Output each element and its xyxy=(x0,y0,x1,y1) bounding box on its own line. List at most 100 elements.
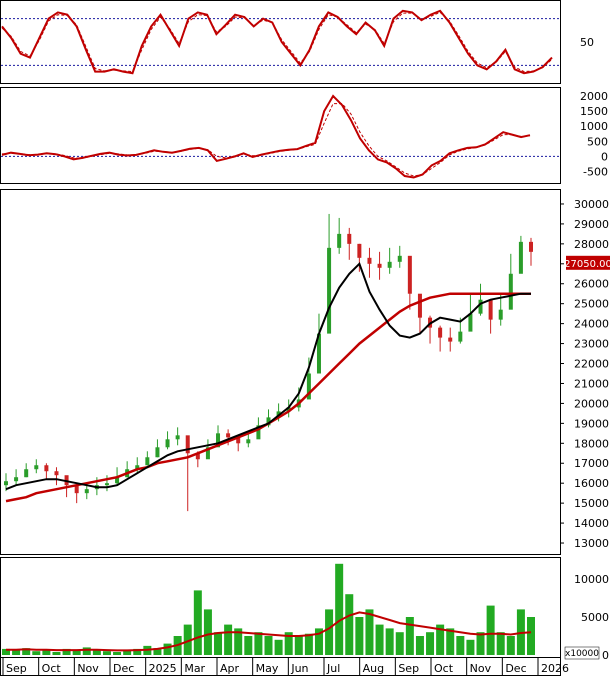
candle-body-5 xyxy=(54,471,59,476)
volume-bar-31 xyxy=(314,628,323,655)
price-tick-1: 29000 xyxy=(574,218,609,231)
candle-body-4 xyxy=(44,465,49,472)
volume-bar-7 xyxy=(72,650,81,655)
candle-body-30 xyxy=(306,373,311,400)
candle-body-51 xyxy=(518,241,523,274)
price-ma-long xyxy=(5,292,531,503)
volume-bar-24 xyxy=(244,636,253,655)
candle-body-13 xyxy=(135,465,140,470)
price-ma-short xyxy=(5,261,531,491)
volume-bar-22 xyxy=(224,624,233,655)
x-tick-11: Sep xyxy=(398,662,419,675)
volume-bar-33 xyxy=(335,563,344,655)
candle-body-23 xyxy=(236,437,241,444)
candle-body-36 xyxy=(367,257,372,264)
volume-bar-49 xyxy=(496,632,505,655)
volume-bar-16 xyxy=(163,643,172,655)
candle-body-2 xyxy=(24,469,29,478)
volume-bar-3 xyxy=(32,651,41,655)
volume-bar-50 xyxy=(506,636,515,655)
price-panel xyxy=(0,189,561,555)
volume-bar-27 xyxy=(274,639,283,655)
momentum-series-1 xyxy=(1,103,531,177)
candle-body-19 xyxy=(195,453,200,460)
volume-bar-36 xyxy=(365,609,374,655)
price-tick-0: 30000 xyxy=(574,198,609,211)
price-tick-5: 25000 xyxy=(574,298,609,311)
candle-body-41 xyxy=(417,293,422,318)
volume-bar-5 xyxy=(52,651,61,655)
volume-bar-25 xyxy=(254,632,263,655)
last-price-tag xyxy=(566,255,610,270)
x-tick-12: Oct xyxy=(434,662,454,675)
volume-bar-8 xyxy=(82,647,91,655)
volume-bar-44 xyxy=(446,628,455,655)
volume-bar-21 xyxy=(214,632,223,655)
candle-body-31 xyxy=(316,333,321,374)
x-tick-13: Nov xyxy=(470,662,492,675)
candle-body-39 xyxy=(397,255,402,262)
candle-body-49 xyxy=(498,309,503,320)
volume-bar-35 xyxy=(355,617,364,655)
candle-body-37 xyxy=(377,263,382,268)
volume-bar-4 xyxy=(42,649,51,655)
momentum-tick-3: 500 xyxy=(587,135,608,148)
candle-body-38 xyxy=(387,261,392,268)
volume-bar-29 xyxy=(294,636,303,655)
volume-bar-1 xyxy=(12,650,21,655)
volume-bar-52 xyxy=(527,617,535,655)
price-tick-4: 26000 xyxy=(574,278,609,291)
volume-bar-37 xyxy=(375,624,384,655)
price-tick-13: 17000 xyxy=(574,457,609,470)
volume-bar-23 xyxy=(234,628,243,655)
candle-body-20 xyxy=(205,447,210,460)
candle-body-1 xyxy=(14,477,19,482)
x-tick-3: Dec xyxy=(113,662,134,675)
candle-body-14 xyxy=(145,457,150,466)
momentum-panel xyxy=(0,87,561,184)
volume-bar-34 xyxy=(345,594,354,655)
candle-body-35 xyxy=(357,243,362,258)
volume-bar-30 xyxy=(304,633,313,655)
candle-body-45 xyxy=(458,331,463,342)
candle-body-3 xyxy=(34,465,39,470)
last-price-label: 27050.00 xyxy=(564,259,611,270)
volume-tick-2: 0 xyxy=(602,649,609,662)
candle-body-15 xyxy=(155,447,160,458)
price-tick-6: 24000 xyxy=(574,318,609,331)
volume-bar-38 xyxy=(385,628,394,655)
candle-body-16 xyxy=(165,439,170,448)
candle-body-47 xyxy=(478,299,483,314)
candle-body-25 xyxy=(256,425,261,440)
volume-bar-42 xyxy=(426,632,435,655)
price-tick-8: 22000 xyxy=(574,358,609,371)
candle-body-43 xyxy=(438,327,443,338)
volume-bar-13 xyxy=(133,648,142,655)
momentum-tick-5: -500 xyxy=(583,165,608,178)
candle-body-34 xyxy=(347,233,352,244)
candle-body-46 xyxy=(468,313,473,332)
x-tick-14: Dec xyxy=(505,662,526,675)
x-tick-5: Mar xyxy=(184,662,205,675)
oscillator-panel xyxy=(0,0,561,84)
momentum-tick-2: 1000 xyxy=(580,120,608,133)
volume-bar-12 xyxy=(123,650,132,655)
volume-tick-1: 5000 xyxy=(581,611,609,624)
axis-layer: Sep Oct Nov Dec 2025 Mar Apr May Jun Jul Aug Sep Oct… xyxy=(2,658,569,676)
candle-body-40 xyxy=(407,255,412,294)
volume-bar-10 xyxy=(102,651,111,655)
price-tick-16: 14000 xyxy=(574,517,609,530)
x-tick-7: May xyxy=(256,662,279,675)
price-tick-9: 21000 xyxy=(574,377,609,390)
volume-bar-47 xyxy=(476,632,485,655)
candle-body-22 xyxy=(226,433,231,438)
momentum-tick-0: 2000 xyxy=(580,90,608,103)
momentum-series-0 xyxy=(1,94,531,179)
candle-body-21 xyxy=(216,433,221,448)
candle-body-0 xyxy=(4,481,8,486)
volume-bar-2 xyxy=(22,648,31,655)
x-tick-10: Aug xyxy=(363,662,384,675)
price-tick-15: 15000 xyxy=(574,497,609,510)
